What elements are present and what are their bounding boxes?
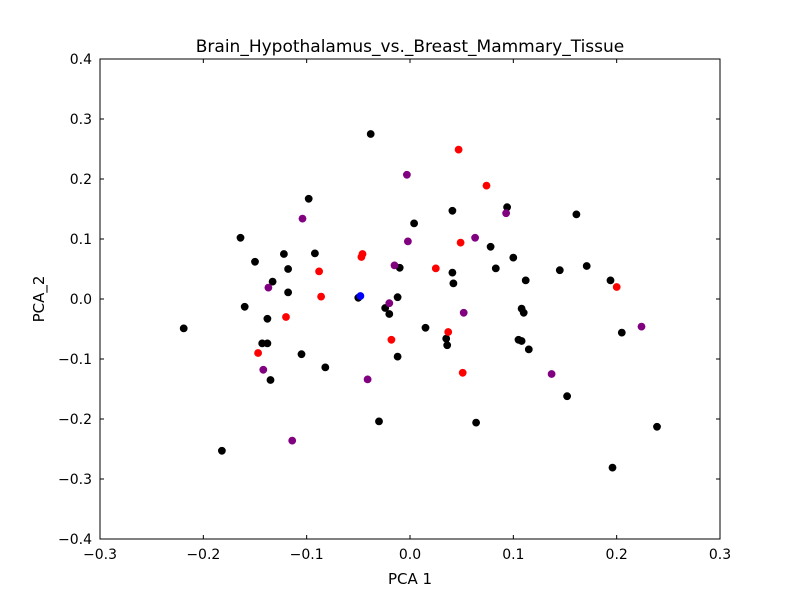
data-point [547, 370, 556, 378]
data-point [288, 436, 297, 445]
chart-title: Brain_Hypothalamus_vs._Breast_Mammary_Ti… [196, 37, 625, 57]
data-point [403, 237, 412, 246]
data-point [612, 283, 621, 291]
data-point [521, 276, 530, 285]
data-point [582, 262, 591, 270]
x-tick-label: 0.3 [709, 547, 731, 563]
data-point [321, 363, 330, 372]
data-point [563, 392, 571, 401]
y-tick-label: 0.4 [70, 52, 92, 68]
data-point [264, 283, 273, 292]
data-point [268, 277, 277, 286]
data-point [442, 334, 451, 343]
data-point [240, 302, 249, 311]
data-point [297, 350, 306, 359]
data-point [363, 375, 372, 384]
data-point [179, 324, 188, 333]
data-point [472, 418, 480, 427]
data-point [555, 266, 564, 275]
data-point [357, 253, 366, 261]
x-tick-label: −0.1 [290, 547, 324, 563]
data-point [315, 267, 323, 276]
data-point [279, 250, 288, 258]
data-point [385, 299, 394, 308]
data-point [458, 368, 467, 377]
data-point [387, 335, 396, 344]
data-point [254, 349, 262, 357]
data-point [317, 292, 325, 301]
data-point [282, 313, 290, 321]
data-point [637, 322, 646, 331]
data-point [509, 253, 518, 262]
data-point [217, 446, 226, 455]
data-point [449, 279, 458, 288]
data-point [393, 293, 402, 302]
y-tick-label: −0.1 [58, 352, 92, 368]
data-point [653, 422, 661, 431]
x-tick-label: −0.2 [186, 547, 220, 563]
x-tick-label: 0.2 [606, 547, 628, 563]
data-point [402, 170, 411, 179]
data-point [572, 210, 581, 219]
data-point [259, 365, 268, 374]
data-point [375, 417, 383, 426]
x-tick-label: −0.3 [83, 547, 117, 563]
data-point [448, 268, 457, 277]
y-tick-label: −0.3 [58, 472, 92, 488]
data-points [179, 130, 661, 472]
data-point [606, 276, 615, 285]
y-tick-label: 0.1 [70, 232, 92, 248]
data-point [284, 288, 292, 297]
data-point [524, 345, 533, 354]
data-point [431, 264, 440, 273]
data-point [443, 341, 452, 350]
data-point [444, 328, 453, 336]
data-point [304, 194, 313, 203]
data-point [519, 308, 528, 317]
data-point [251, 257, 259, 266]
data-point [356, 292, 365, 300]
y-tick-label: 0.0 [70, 292, 92, 308]
data-point [393, 352, 402, 361]
y-tick-label: 0.2 [70, 172, 92, 188]
data-point [502, 209, 510, 218]
data-point [263, 314, 272, 323]
data-point [385, 310, 394, 318]
data-point [410, 219, 418, 228]
data-point [266, 376, 275, 384]
x-axis-ticks: −0.3 −0.2 −0.1 0.0 0.1 0.2 0.3 [83, 59, 731, 563]
x-tick-label: 0.1 [502, 547, 524, 563]
y-tick-label: −0.4 [58, 532, 92, 548]
data-point [459, 308, 468, 317]
data-point [298, 214, 307, 223]
data-point [390, 261, 399, 270]
data-point [491, 264, 500, 273]
data-point [448, 206, 457, 215]
data-point [310, 249, 319, 258]
data-point [608, 463, 617, 472]
data-point [284, 265, 292, 273]
data-point [421, 323, 430, 332]
y-axis-label: PCA_2 [30, 276, 49, 323]
data-point [366, 130, 375, 138]
y-axis-ticks: −0.4 −0.3 −0.2 −0.1 0.0 0.1 0.2 0.3 0.4 [58, 52, 720, 548]
y-tick-label: 0.3 [70, 112, 92, 128]
data-point [456, 238, 465, 247]
data-point [454, 145, 463, 154]
data-point [486, 242, 495, 251]
data-point [617, 328, 626, 337]
data-point [263, 339, 272, 348]
data-point [471, 233, 479, 242]
y-tick-label: −0.2 [58, 412, 92, 428]
data-point [482, 181, 491, 190]
data-point [517, 337, 526, 345]
x-tick-label: 0.0 [399, 547, 421, 563]
x-axis-label: PCA 1 [388, 570, 432, 588]
data-point [236, 233, 245, 242]
